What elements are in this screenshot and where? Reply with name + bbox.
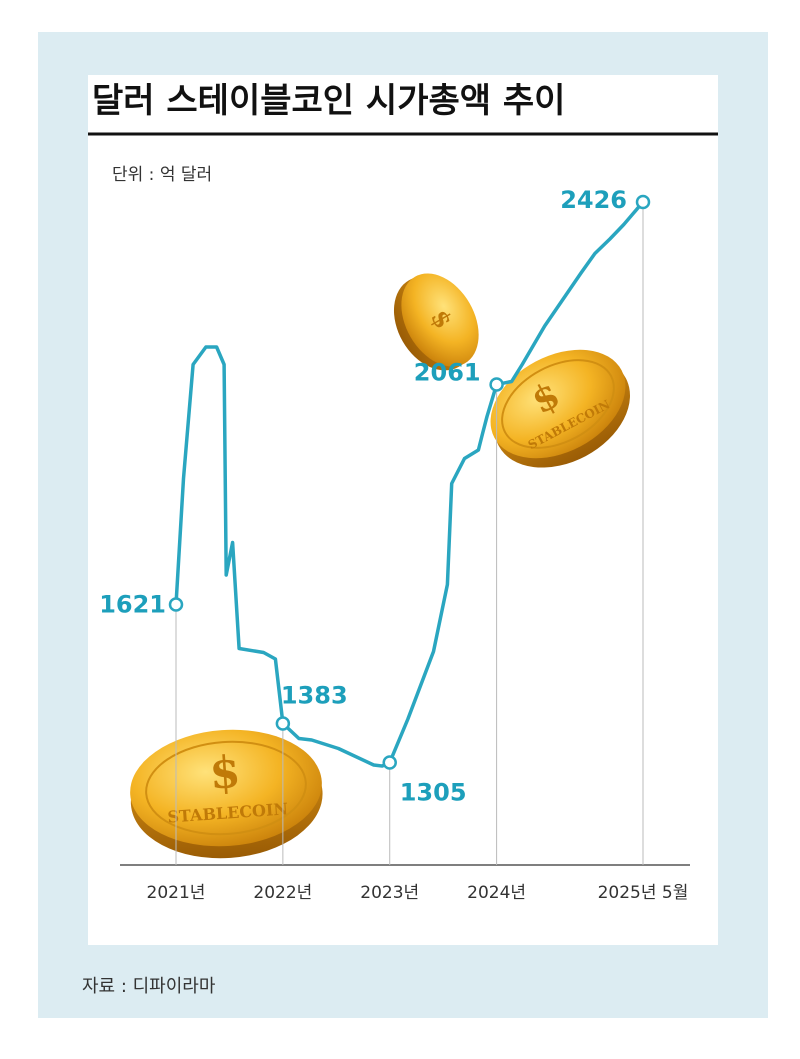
coin-face: [490, 349, 626, 459]
coin: $ STABLECOIN: [130, 729, 323, 859]
coin-face: [401, 273, 479, 367]
coin-symbol: $: [208, 747, 242, 800]
marker: [489, 377, 504, 392]
value-label: 2061: [414, 359, 481, 387]
x-tick-label: 2024년: [467, 883, 526, 903]
coin-face: [130, 729, 322, 847]
value-label: 1383: [281, 682, 348, 710]
marker: [275, 716, 291, 731]
x-tick-label: 2025년 5월: [598, 883, 689, 903]
marker: [382, 755, 397, 770]
x-tick-label: 2022년: [253, 883, 312, 903]
coin-rim: [501, 359, 615, 449]
chart-title: 달러 스테이블코인 시가총액 추이: [92, 81, 565, 121]
source: 자료 : 디파이라마: [82, 976, 216, 997]
value-label: 1621: [99, 591, 166, 619]
coin: $ STABLECOIN: [490, 349, 630, 468]
coins: $ STABLECOIN $ STABLECOIN $: [130, 273, 630, 859]
value-label: 2426: [560, 186, 627, 214]
unit-label: 단위 : 억 달러: [112, 165, 212, 185]
x-tick-label: 2021년: [147, 883, 206, 903]
marker: [635, 194, 651, 210]
marker: [168, 597, 184, 612]
x-tick-label: 2023년: [360, 883, 419, 903]
coin: $: [393, 273, 479, 371]
coin-rim: [145, 740, 307, 836]
value-label: 1305: [400, 779, 467, 807]
